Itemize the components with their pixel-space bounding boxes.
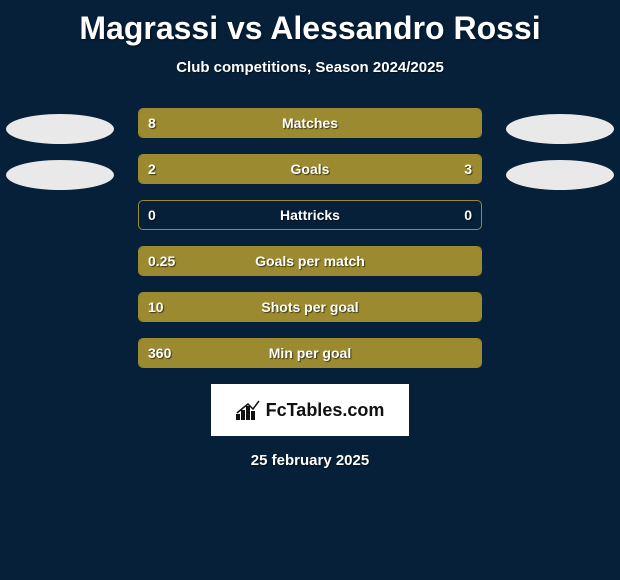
player-avatar-left [6, 114, 114, 144]
comparison-chart: 8Matches23Goals00Hattricks0.25Goals per … [0, 108, 620, 368]
stat-row: 10Shots per goal [0, 292, 620, 322]
chart-date: 25 february 2025 [0, 452, 620, 469]
stat-label: Matches [138, 108, 482, 138]
stat-label: Goals [138, 154, 482, 184]
fctables-icon [236, 400, 262, 420]
attribution-text: FcTables.com [266, 400, 385, 421]
player-avatar-right [506, 160, 614, 190]
stat-label: Goals per match [138, 246, 482, 276]
stat-row: 00Hattricks [0, 200, 620, 230]
stat-label: Hattricks [138, 200, 482, 230]
page-title: Magrassi vs Alessandro Rossi [0, 0, 620, 47]
player-avatar-left [6, 160, 114, 190]
page-subtitle: Club competitions, Season 2024/2025 [0, 59, 620, 76]
stat-row: 360Min per goal [0, 338, 620, 368]
stat-label: Shots per goal [138, 292, 482, 322]
player-avatar-right [506, 114, 614, 144]
stat-row: 0.25Goals per match [0, 246, 620, 276]
stat-label: Min per goal [138, 338, 482, 368]
attribution-logo: FcTables.com [211, 384, 409, 436]
